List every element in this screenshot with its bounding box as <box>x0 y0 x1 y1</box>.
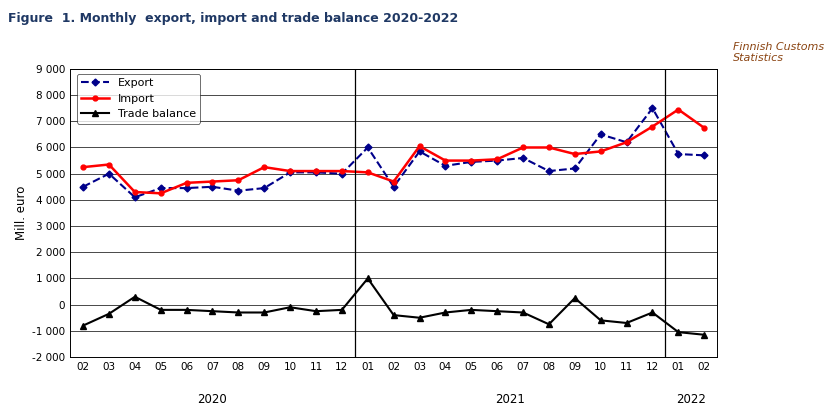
Import <box>78 165 88 170</box>
Export <box>78 184 88 189</box>
Export <box>647 106 657 111</box>
Trade balance <box>647 310 657 315</box>
Import <box>363 170 373 175</box>
Import <box>207 179 217 184</box>
Import <box>181 181 191 186</box>
Export <box>570 166 580 171</box>
Export <box>596 132 606 137</box>
Export <box>181 186 191 191</box>
Trade balance <box>466 307 476 312</box>
Trade balance <box>234 310 244 315</box>
Import <box>596 149 606 154</box>
Trade balance <box>518 310 528 315</box>
Export <box>260 186 270 191</box>
Export <box>337 171 347 176</box>
Line: Import: Import <box>81 107 706 196</box>
Trade balance <box>414 315 424 320</box>
Export <box>466 159 476 164</box>
Import <box>570 151 580 156</box>
Export <box>104 171 114 176</box>
Import <box>699 125 709 130</box>
Import <box>544 145 554 150</box>
Text: 2020: 2020 <box>198 393 227 406</box>
Export <box>440 163 450 168</box>
Export <box>130 195 140 200</box>
Trade balance <box>285 305 295 310</box>
Export <box>156 186 166 191</box>
Import <box>440 158 450 163</box>
Export <box>544 168 554 173</box>
Export <box>363 145 373 150</box>
Export <box>622 140 631 145</box>
Trade balance <box>337 307 347 312</box>
Export <box>518 156 528 161</box>
Trade balance <box>207 309 217 314</box>
Export <box>207 184 217 189</box>
Import <box>493 157 503 162</box>
Import <box>673 107 683 112</box>
Import <box>518 145 528 150</box>
Import <box>389 179 399 184</box>
Text: Finnish Customs
Statistics: Finnish Customs Statistics <box>732 42 824 63</box>
Trade balance <box>311 309 321 314</box>
Legend: Export, Import, Trade balance: Export, Import, Trade balance <box>77 74 201 124</box>
Trade balance <box>544 322 554 327</box>
Import <box>104 162 114 167</box>
Trade balance <box>260 310 270 315</box>
Export <box>285 170 295 175</box>
Export <box>311 170 321 175</box>
Import <box>414 144 424 149</box>
Text: 2021: 2021 <box>495 393 525 406</box>
Trade balance <box>389 312 399 317</box>
Trade balance <box>156 307 166 312</box>
Trade balance <box>104 311 114 316</box>
Import <box>130 190 140 195</box>
Trade balance <box>493 309 503 314</box>
Import <box>156 191 166 196</box>
Import <box>311 168 321 173</box>
Import <box>466 158 476 163</box>
Trade balance <box>181 307 191 312</box>
Import <box>647 124 657 129</box>
Import <box>622 140 631 145</box>
Trade balance <box>363 276 373 281</box>
Trade balance <box>440 310 450 315</box>
Trade balance <box>622 320 631 325</box>
Line: Export: Export <box>81 106 706 200</box>
Text: Figure  1. Monthly  export, import and trade balance 2020-2022: Figure 1. Monthly export, import and tra… <box>8 12 458 25</box>
Trade balance <box>78 323 88 328</box>
Trade balance <box>673 329 683 334</box>
Y-axis label: Mill. euro: Mill. euro <box>15 186 28 240</box>
Trade balance <box>596 318 606 323</box>
Export <box>389 184 399 189</box>
Import <box>234 178 244 183</box>
Export <box>234 188 244 193</box>
Export <box>673 151 683 156</box>
Line: Trade balance: Trade balance <box>81 276 707 337</box>
Export <box>414 149 424 154</box>
Import <box>285 168 295 173</box>
Trade balance <box>699 332 709 337</box>
Import <box>337 168 347 173</box>
Trade balance <box>130 294 140 299</box>
Export <box>493 158 503 163</box>
Text: 2022: 2022 <box>676 393 706 406</box>
Export <box>699 153 709 158</box>
Import <box>260 165 270 170</box>
Trade balance <box>570 296 580 301</box>
